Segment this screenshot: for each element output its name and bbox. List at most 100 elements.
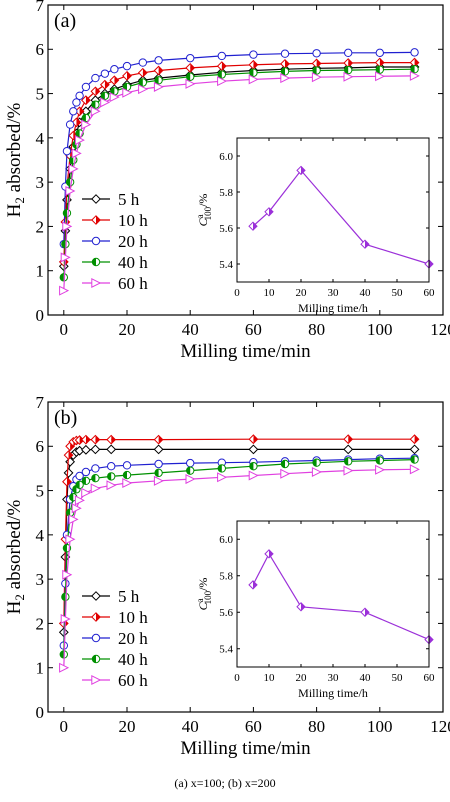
inset-point <box>248 221 258 231</box>
data-point <box>343 71 354 82</box>
data-point <box>280 468 291 479</box>
data-point <box>62 476 72 487</box>
data-point <box>375 65 384 74</box>
inset-x-tick-label: 10 <box>264 287 276 299</box>
data-point <box>122 70 132 81</box>
data-point <box>410 455 419 464</box>
series-40h <box>59 65 419 282</box>
data-point <box>153 434 164 445</box>
inset-x-tick-label: 40 <box>360 672 372 684</box>
main-y-tick-label: 1 <box>36 659 45 678</box>
data-point <box>217 76 228 87</box>
data-point <box>91 100 100 109</box>
data-point <box>410 48 419 57</box>
legend-item: 60 h <box>82 274 148 293</box>
data-point <box>138 78 148 87</box>
data-point <box>280 49 290 58</box>
data-point <box>106 480 117 491</box>
data-point <box>90 86 101 97</box>
legend: 5 h 10 h 20 h 40 h 60 h <box>82 587 148 690</box>
inset-y-tick-label: 5.6 <box>219 223 233 235</box>
data-point <box>185 474 196 485</box>
data-point <box>216 61 227 72</box>
data-point <box>375 456 384 465</box>
data-point <box>90 483 101 494</box>
inset-y-tick-label: 6.0 <box>219 534 233 546</box>
main-x-tick-label: 0 <box>60 717 69 736</box>
inset-y-label: Ca100/% <box>195 578 213 611</box>
legend-marker <box>91 194 101 204</box>
data-point <box>110 65 119 74</box>
data-point <box>100 69 110 78</box>
series-60h <box>59 70 420 296</box>
legend-label: 10 h <box>118 608 148 627</box>
data-point <box>375 48 384 58</box>
data-point <box>81 434 91 445</box>
main-y-tick-label: 4 <box>36 129 45 148</box>
data-point <box>217 472 228 483</box>
legend-label: 20 h <box>118 232 148 251</box>
inset-point <box>264 207 274 217</box>
data-point <box>137 67 148 78</box>
inset-frame <box>236 520 430 668</box>
data-point <box>280 459 290 469</box>
data-point <box>154 459 163 469</box>
data-point <box>81 467 91 477</box>
data-point <box>62 146 72 156</box>
legend-marker <box>91 591 101 601</box>
data-point <box>344 65 353 75</box>
inset-point <box>248 580 258 590</box>
legend-item: 60 h <box>82 671 148 690</box>
main-x-tick-label: 120 <box>430 717 450 736</box>
inset-background <box>237 521 429 667</box>
legend-item: 20 h <box>82 629 148 648</box>
main-y-tick-label: 0 <box>36 306 45 325</box>
data-point <box>109 75 120 86</box>
figure-caption: (a) x=100; (b) x=200 <box>174 776 276 790</box>
data-point <box>69 107 78 116</box>
data-point <box>91 464 100 473</box>
data-point <box>81 487 92 498</box>
data-point <box>249 68 258 77</box>
series-line <box>63 75 415 291</box>
panel-label: (a) <box>54 10 76 32</box>
inset-x-tick-label: 0 <box>234 672 240 684</box>
legend-label: 40 h <box>118 650 148 669</box>
data-point <box>71 503 82 514</box>
inset-x-label: Milling time/h <box>298 686 368 700</box>
inset-point <box>360 607 370 617</box>
legend-item: 40 h <box>82 650 148 669</box>
plot-frame <box>47 401 444 713</box>
legend-label: 60 h <box>118 671 148 690</box>
data-point <box>217 70 227 79</box>
data-point <box>81 119 92 130</box>
inset-x-tick-label: 40 <box>360 287 372 299</box>
data-point <box>311 466 322 477</box>
data-point <box>312 49 321 58</box>
data-point <box>65 534 76 545</box>
legend-marker <box>91 236 101 246</box>
inset-x-tick-label: 30 <box>328 287 340 299</box>
data-point <box>217 51 227 61</box>
legend-item: 20 h <box>82 232 148 251</box>
inset-point <box>296 165 306 176</box>
data-point <box>81 82 91 92</box>
inset-x-tick-label: 30 <box>328 672 340 684</box>
main-x-tick-label: 80 <box>308 717 325 736</box>
data-point <box>75 480 84 490</box>
data-point <box>312 66 321 75</box>
series-10h <box>58 57 420 267</box>
data-point <box>81 476 91 486</box>
data-point <box>343 444 354 455</box>
inset-chart: 0 10 20 30 40 50 60 5.4 5.6 5.8 6.0 Milling time/h C… <box>195 520 435 700</box>
data-point <box>91 473 100 483</box>
data-point <box>154 468 163 478</box>
x-axis-label: Milling time/min <box>180 738 311 759</box>
data-point <box>185 62 196 73</box>
inset-y-label: Ca100/% <box>195 194 213 227</box>
main-y-tick-label: 7 <box>36 0 45 15</box>
data-point <box>185 78 196 89</box>
data-point <box>186 72 195 81</box>
inset-x-tick-label: 20 <box>296 672 308 684</box>
data-point <box>65 120 75 129</box>
